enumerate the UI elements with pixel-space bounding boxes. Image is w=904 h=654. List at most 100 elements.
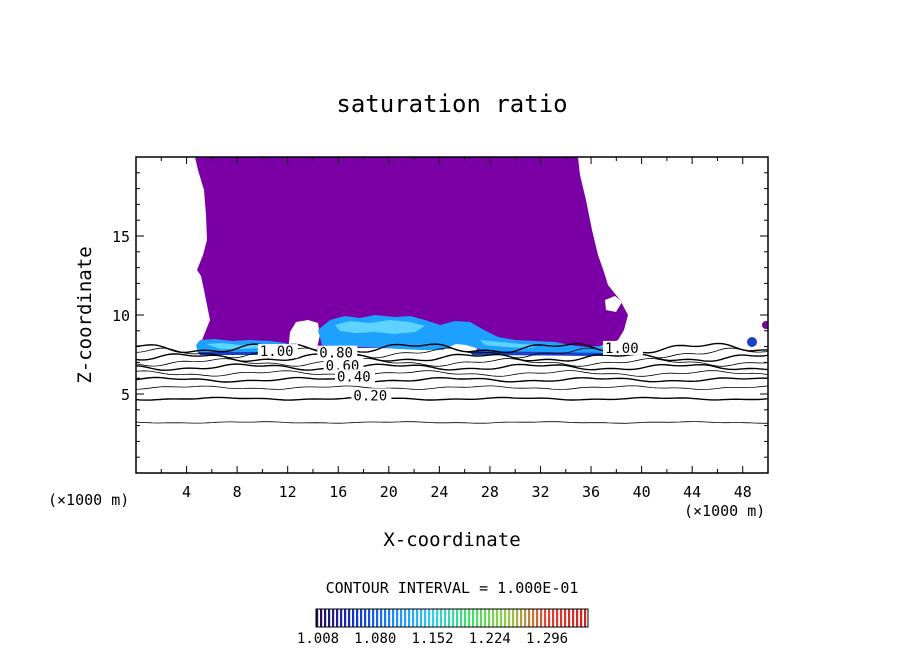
- contour-line: [136, 396, 768, 401]
- colorbar-swatch: [548, 609, 551, 627]
- colorbar-swatch: [344, 609, 347, 627]
- contour-line: [136, 376, 768, 383]
- contour-line: [136, 370, 768, 377]
- colorbar-tick-label: 1.224: [469, 631, 511, 647]
- contour-label-background: [334, 369, 375, 384]
- colorbar-swatch: [432, 609, 435, 627]
- x-tick-label: 20: [380, 483, 398, 501]
- colorbar-swatch: [356, 609, 359, 627]
- colorbar-swatch: [412, 609, 415, 627]
- colorbar-tick-label: 1.008: [297, 631, 339, 647]
- colorbar-swatch: [328, 609, 331, 627]
- supersaturated-layer-highlight: [206, 320, 540, 349]
- colorbar-swatch: [440, 609, 443, 627]
- colorbar-swatch: [556, 609, 559, 627]
- x-unit-label-left: (×1000 m): [48, 491, 129, 509]
- contour-line: [136, 363, 768, 371]
- small-cloud-cell-edge: [762, 321, 768, 329]
- colorbar-swatch: [324, 609, 327, 627]
- colorbar-swatch: [492, 609, 495, 627]
- colorbar-swatch: [444, 609, 447, 627]
- colorbar-swatch: [376, 609, 379, 627]
- colorbar-swatch: [372, 609, 375, 627]
- contour-line: [136, 421, 768, 424]
- x-tick-label: 44: [683, 483, 701, 501]
- contour-label: 1.00: [605, 341, 639, 357]
- colorbar-swatch: [528, 609, 531, 627]
- colorbar-swatch: [512, 609, 515, 627]
- colorbar-swatch: [568, 609, 571, 627]
- x-tick-label: 8: [233, 483, 242, 501]
- colorbar-tick-label: 1.152: [411, 631, 453, 647]
- colorbar-swatch: [396, 609, 399, 627]
- small-cloud-cell: [747, 337, 757, 347]
- contour-line: [136, 342, 768, 354]
- colorbar-tick-label: 1.296: [526, 631, 568, 647]
- colorbar-swatch: [516, 609, 519, 627]
- chart-title: saturation ratio: [336, 90, 567, 118]
- colorbar-swatch: [332, 609, 335, 627]
- contour-label-background: [317, 345, 358, 360]
- colorbar-swatch: [320, 609, 323, 627]
- colorbar-swatch: [360, 609, 363, 627]
- colorbar-swatch: [340, 609, 343, 627]
- colorbar-swatch: [408, 609, 411, 627]
- cloud-region-fill: [195, 157, 628, 352]
- colorbar-swatch: [584, 609, 587, 627]
- colorbar-swatch: [460, 609, 463, 627]
- colorbar-swatch: [380, 609, 383, 627]
- y-tick-label: 5: [121, 386, 130, 404]
- x-tick-label: 36: [582, 483, 600, 501]
- contour-interval-label: CONTOUR INTERVAL = 1.000E-01: [326, 579, 579, 597]
- contour-label-background: [323, 358, 364, 373]
- colorbar-swatch: [480, 609, 483, 627]
- colorbar-swatch: [500, 609, 503, 627]
- colorbar-frame: [315, 608, 589, 628]
- colorbar-swatch: [572, 609, 575, 627]
- colorbar-swatch: [488, 609, 491, 627]
- colorbar-swatch: [348, 609, 351, 627]
- colorbar-swatch: [392, 609, 395, 627]
- contour-line: [136, 353, 768, 363]
- colorbar-swatch: [424, 609, 427, 627]
- colorbar-swatch: [532, 609, 535, 627]
- colorbar-swatch: [484, 609, 487, 627]
- contour-labels: 1.00 0.800.600.400.201.00: [257, 340, 643, 404]
- colorbar-swatch: [452, 609, 455, 627]
- colorbar-swatch: [428, 609, 431, 627]
- cloud-gap-right: [605, 296, 622, 312]
- contour-label: 0.80: [319, 346, 353, 362]
- contour-label-background: [257, 344, 298, 359]
- colorbar-swatch: [404, 609, 407, 627]
- x-axis-label: X-coordinate: [383, 529, 520, 551]
- colorbar-swatch: [352, 609, 355, 627]
- y-axis-label: Z-coordinate: [74, 246, 96, 383]
- colorbar-swatch: [536, 609, 539, 627]
- colorbar-swatch: [524, 609, 527, 627]
- plot-content: [136, 157, 768, 424]
- colorbar-swatch: [364, 609, 367, 627]
- x-axis-ticks: 4 8 12 16 20 24 28 32 36 40 44 48: [160, 157, 752, 501]
- x-tick-label: 28: [481, 483, 499, 501]
- x-unit-label-right: (×1000 m): [684, 502, 765, 520]
- colorbar-swatch: [464, 609, 467, 627]
- colorbar-swatch: [456, 609, 459, 627]
- contour-label-background: [602, 340, 643, 355]
- contour-label-background: [351, 388, 392, 403]
- contour-line: [136, 385, 768, 390]
- colorbar-swatch: [544, 609, 547, 627]
- contour-lines: [136, 342, 768, 424]
- colorbar-swatch: [540, 609, 543, 627]
- colorbar-swatch: [448, 609, 451, 627]
- colorbar-swatch: [564, 609, 567, 627]
- colorbar-swatch: [560, 609, 563, 627]
- y-tick-label: 15: [112, 228, 130, 246]
- contour-label: 0.40: [337, 369, 371, 385]
- colorbar-swatch: [436, 609, 439, 627]
- x-tick-label: 24: [430, 483, 448, 501]
- colorbar-swatch: [416, 609, 419, 627]
- x-tick-label: 40: [633, 483, 651, 501]
- colorbar-swatch: [552, 609, 555, 627]
- colorbar-swatch: [336, 609, 339, 627]
